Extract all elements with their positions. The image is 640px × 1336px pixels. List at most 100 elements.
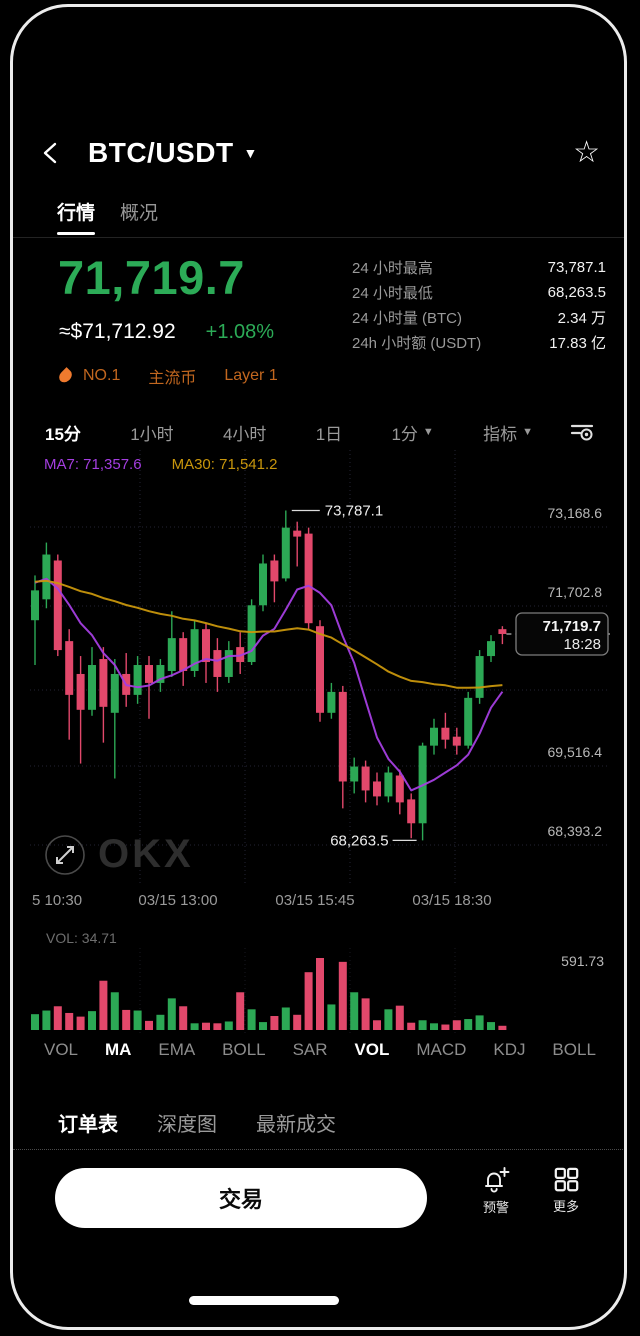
tab-overview[interactable]: 概况	[120, 198, 158, 231]
stat-row: 24 小时量 (BTC) 2.34 万	[352, 305, 606, 330]
svg-text:71,719.7: 71,719.7	[543, 618, 601, 635]
tab-market[interactable]: 行情	[57, 198, 96, 235]
indicator-macd-label: MACD	[416, 1040, 467, 1059]
dotted-divider	[13, 1149, 627, 1150]
tag-0[interactable]: 主流币	[148, 370, 197, 387]
indicator-ema[interactable]: EMA	[158, 1040, 195, 1060]
stat-label: 24h 小时额 (USDT)	[352, 335, 482, 352]
stat-value: 73,787.1	[547, 259, 606, 276]
volume-scale-max: 591.73	[561, 953, 604, 969]
ma30-label: MA30: 71,541.2	[171, 456, 278, 473]
favorite-star-icon[interactable]: ☆	[573, 136, 600, 169]
more-label: 更多	[552, 1199, 579, 1214]
flame-icon	[56, 367, 75, 385]
indicator-dropdown[interactable]: 指标 ▼	[483, 420, 533, 445]
indicator-ema-label: EMA	[158, 1040, 196, 1059]
tab-order-book-label: 订单表	[58, 1114, 118, 1136]
timeframe-15m[interactable]: 15分	[45, 420, 81, 445]
x-axis-labels: 5 10:30 03/15 13:00 03/15 15:45 03/15 18:30	[30, 892, 610, 916]
timeframe-1m-dropdown[interactable]: 1分 ▼	[391, 420, 433, 445]
tab-latest-trades[interactable]: 最新成交	[256, 1108, 336, 1137]
indicator-macd[interactable]: MACD	[416, 1040, 466, 1060]
indicator-boll-sub-label: BOLL	[552, 1040, 596, 1059]
stat-row: 24h 小时额 (USDT) 17.83 亿	[352, 330, 606, 355]
tab-depth-chart[interactable]: 深度图	[157, 1108, 217, 1137]
timeframe-1d[interactable]: 1日	[316, 420, 342, 445]
chevron-down-icon: ▼	[422, 426, 434, 438]
stat-row: 24 小时最低 68,263.5	[352, 280, 606, 305]
tags-row: NO.1 主流币 Layer 1	[56, 364, 296, 388]
indicator-vol-sub[interactable]: VOL	[354, 1040, 389, 1060]
indicator-boll-label: BOLL	[222, 1040, 266, 1059]
indicator-vol-main[interactable]: VOL	[44, 1040, 78, 1060]
watermark: OKX	[44, 832, 194, 877]
x-axis-label: 03/15 15:45	[275, 892, 355, 909]
pair-title[interactable]: BTC/USDT	[88, 137, 234, 168]
alert-label: 预警	[482, 1200, 509, 1215]
svg-text:68,393.2: 68,393.2	[548, 823, 603, 839]
page-tabs: 行情 概况	[57, 192, 597, 236]
more-button[interactable]: 更多	[540, 1166, 592, 1215]
expand-arrows-glyph	[45, 834, 85, 875]
indicator-kdj[interactable]: KDJ	[493, 1040, 525, 1060]
indicator-dropdown-label: 指标	[483, 424, 518, 444]
okx-watermark: OKX	[98, 832, 194, 876]
stat-value: 2.34 万	[557, 310, 606, 327]
indicator-ma[interactable]: MA	[105, 1040, 131, 1060]
chart-settings-icon[interactable]	[569, 421, 595, 443]
tab-order-book[interactable]: 订单表	[58, 1108, 118, 1137]
timeframe-15m-label: 15分	[45, 424, 81, 444]
indicator-vol-sub-label: VOL	[354, 1040, 390, 1059]
grid-icon	[554, 1167, 578, 1192]
back-button[interactable]	[40, 136, 74, 170]
timeframe-row: 15分 1小时 4小时 1日 1分 ▼ 指标 ▼	[45, 412, 595, 452]
home-indicator[interactable]	[189, 1296, 339, 1305]
svg-text:69,516.4: 69,516.4	[548, 744, 603, 760]
timeframe-4h[interactable]: 4小时	[223, 420, 266, 445]
bottom-tabs: 订单表 深度图 最新成交	[58, 1108, 336, 1137]
indicator-sar[interactable]: SAR	[293, 1040, 328, 1060]
alert-button[interactable]: 预警	[468, 1166, 524, 1216]
indicator-vol-main-label: VOL	[44, 1040, 79, 1059]
stats-list: 24 小时最高 73,787.1 24 小时最低 68,263.5 24 小时量 (BT…	[352, 255, 606, 355]
price-chart-svg: 73,168.6 71,702.8 69,516.4 68,393.2 73,787.1…	[30, 450, 610, 886]
svg-text:73,787.1: 73,787.1	[325, 502, 383, 519]
stat-value: 17.83 亿	[549, 335, 606, 352]
stat-row: 24 小时最高 73,787.1	[352, 255, 606, 280]
bell-plus-icon	[485, 1167, 510, 1193]
x-axis-label: 03/15 18:30	[412, 892, 492, 909]
stat-label: 24 小时量 (BTC)	[352, 310, 463, 327]
rank-tag[interactable]: NO.1	[83, 367, 121, 384]
svg-text:71,702.8: 71,702.8	[548, 584, 603, 600]
stat-label: 24 小时最低	[352, 285, 433, 302]
timeframe-1h-label: 1小时	[130, 424, 174, 444]
candlestick-chart[interactable]: MA7: 71,357.6 MA30: 71,541.2 73,168.6 71,7…	[30, 450, 610, 890]
indicator-sar-label: SAR	[292, 1040, 328, 1059]
stat-value: 68,263.5	[547, 284, 606, 301]
svg-text:68,263.5: 68,263.5	[330, 832, 388, 849]
tab-market-label: 行情	[57, 202, 96, 224]
x-axis-label: 03/15 13:00	[138, 892, 218, 909]
fullscreen-icon[interactable]	[44, 834, 86, 876]
indicator-kdj-label: KDJ	[493, 1040, 526, 1059]
volume-pane[interactable]: VOL: 34.71 591.73	[30, 926, 610, 1038]
svg-text:73,168.6: 73,168.6	[548, 505, 603, 521]
pair-dropdown-caret-icon[interactable]: ▼	[243, 145, 258, 161]
indicator-boll-sub[interactable]: BOLL	[552, 1040, 595, 1060]
indicator-tabs: VOL MA EMA BOLL SAR VOL MACD KDJ BOLL	[30, 1040, 610, 1060]
timeframe-1h[interactable]: 1小时	[130, 420, 173, 445]
svg-text:18:28: 18:28	[563, 636, 601, 653]
indicator-boll[interactable]: BOLL	[222, 1040, 265, 1060]
trade-button[interactable]: 交易	[55, 1168, 427, 1228]
ma7-label: MA7: 71,357.6	[44, 456, 142, 473]
fiat-row: ≈$71,712.92 +1.08%	[59, 320, 274, 344]
tag-1[interactable]: Layer 1	[224, 367, 278, 384]
timeframe-1d-label: 1日	[315, 424, 343, 444]
volume-chart-svg	[31, 948, 507, 1033]
tab-overview-label: 概况	[120, 202, 159, 224]
x-axis-label: 5 10:30	[32, 892, 83, 909]
timeframe-items: 15分 1小时 4小时 1日 1分 ▼ 指标 ▼	[45, 420, 533, 445]
tab-latest-trades-label: 最新成交	[256, 1114, 336, 1136]
volume-current-label: VOL: 34.71	[46, 930, 117, 946]
chart-settings-glyph	[570, 424, 594, 441]
